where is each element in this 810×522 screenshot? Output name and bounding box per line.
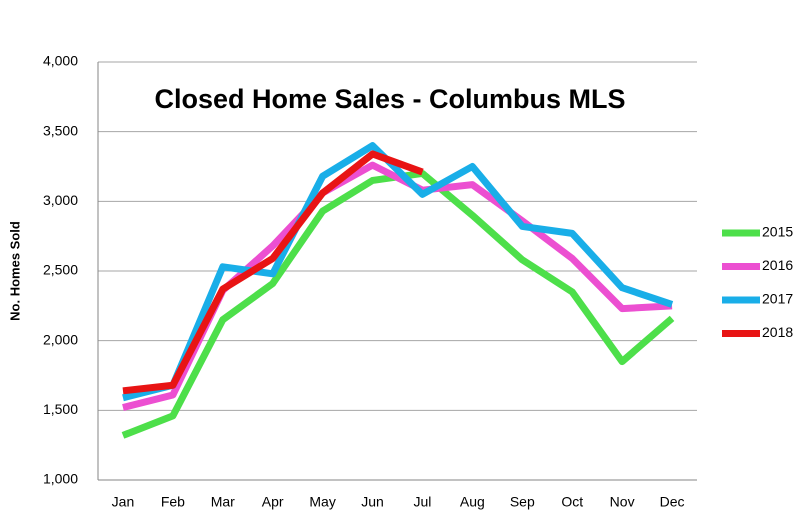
- x-tick-label: May: [309, 494, 335, 510]
- x-tick-label: Nov: [610, 494, 635, 510]
- y-tick-label: 2,000: [43, 331, 78, 347]
- x-tick-label: Sep: [510, 494, 535, 510]
- x-tick-label: Mar: [211, 494, 235, 510]
- x-tick-label: Apr: [262, 494, 284, 510]
- x-tick-label: Jan: [112, 494, 135, 510]
- y-tick-label: 4,000: [43, 53, 78, 69]
- legend-label: 2016: [762, 257, 793, 273]
- legend-label: 2015: [762, 224, 793, 240]
- line-series: [122, 150, 424, 395]
- x-tick-label: Dec: [660, 494, 685, 510]
- x-tick-label: Jul: [414, 494, 432, 510]
- y-tick-label: 2,500: [43, 262, 78, 278]
- line-series: [122, 142, 674, 402]
- x-tick-label: Jun: [361, 494, 384, 510]
- y-axis-label: No. Homes Sold: [7, 221, 22, 321]
- y-tick-label: 3,000: [43, 192, 78, 208]
- x-tick-label: Aug: [460, 494, 485, 510]
- y-tick-label: 3,500: [43, 122, 78, 138]
- legend-label: 2017: [762, 291, 793, 307]
- chart-title: Closed Home Sales - Columbus MLS: [154, 84, 625, 114]
- x-tick-label: Feb: [161, 494, 185, 510]
- y-tick-label: 1,500: [43, 401, 78, 417]
- legend-label: 2018: [762, 324, 793, 340]
- x-tick-label: Oct: [561, 494, 583, 510]
- y-tick-label: 1,000: [43, 471, 78, 487]
